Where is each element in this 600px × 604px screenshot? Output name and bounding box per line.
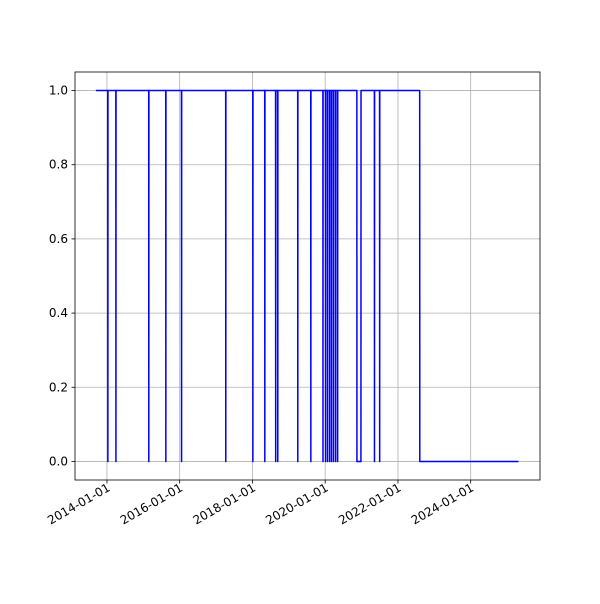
y-tick-label: 0.2: [49, 380, 68, 394]
plot: [95, 89, 519, 463]
axes-frame: [74, 71, 541, 481]
y-tick-label: 0.4: [49, 306, 68, 320]
y-tick-label: 1.0: [49, 84, 68, 98]
y-tick-label: 0.8: [49, 158, 68, 172]
y-tick-label: 0.0: [49, 454, 68, 468]
data-line: [95, 89, 519, 463]
y-tick-label: 0.6: [49, 232, 68, 246]
